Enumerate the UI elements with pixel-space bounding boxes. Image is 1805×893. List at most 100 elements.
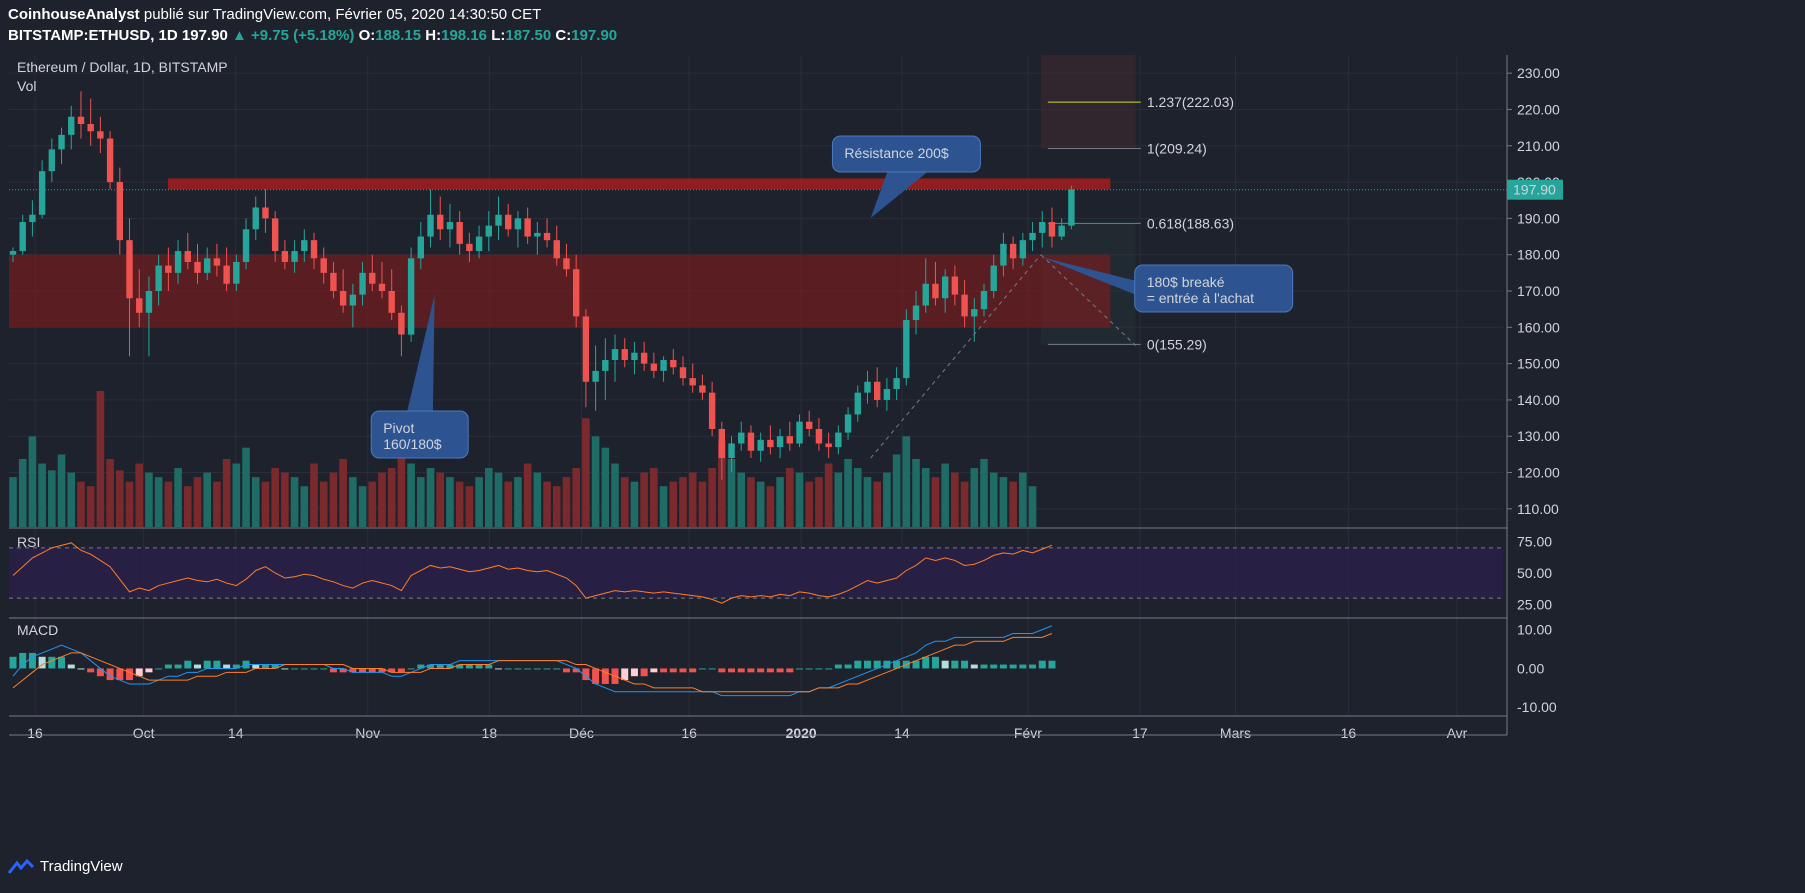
author-name[interactable]: CoinhouseAnalyst <box>8 6 140 23</box>
macd-histogram-bar <box>970 664 978 669</box>
macd-histogram-bar <box>786 668 794 673</box>
volume-bar <box>329 472 338 527</box>
volume-bar <box>533 472 542 527</box>
macd-histogram-bar <box>504 668 512 670</box>
volume-bar <box>873 481 881 527</box>
candle-body <box>106 138 114 183</box>
time-tick-label: 16 <box>681 725 697 741</box>
candle-body <box>825 443 832 448</box>
volume-bar <box>756 481 765 527</box>
macd-histogram-bar <box>524 668 532 670</box>
time-tick-label: 17 <box>1132 725 1148 741</box>
candle-body <box>854 392 861 415</box>
volume-bar <box>300 486 309 527</box>
candle-body <box>417 236 425 259</box>
candle-body <box>77 116 85 124</box>
trend-dashed-line <box>1040 254 1136 346</box>
candle-body <box>301 240 308 252</box>
candle-body <box>204 258 211 273</box>
pivot-callout-pointer <box>406 295 435 413</box>
open-value: 188.15 <box>375 27 422 44</box>
macd-histogram-bar <box>213 660 221 669</box>
price-tick-label: 120.00 <box>1517 465 1560 481</box>
volume-bar <box>281 472 289 527</box>
volume-bar <box>242 447 250 527</box>
candle-body <box>922 283 929 306</box>
macd-histogram-bar <box>174 664 182 669</box>
candle-body <box>961 294 968 317</box>
trading-chart[interactable]: 230.00220.00210.00200.00190.00180.00170.… <box>9 55 1797 847</box>
candle-body <box>485 225 492 237</box>
price-tick-label: 160.00 <box>1517 319 1560 335</box>
resistance-callout-box <box>831 135 981 173</box>
volume-bar <box>38 463 46 527</box>
macd-histogram-bar <box>368 668 376 673</box>
macd-histogram-bar <box>737 668 745 673</box>
candle-body <box>456 222 463 244</box>
macd-histogram-bar <box>533 668 541 670</box>
volume-bar <box>494 472 503 527</box>
candle-body <box>1019 240 1027 259</box>
macd-histogram-bar <box>388 668 396 673</box>
macd-histogram-bar <box>232 664 240 669</box>
time-tick-label: Oct <box>133 725 155 741</box>
candle-body <box>281 251 289 262</box>
volume-bar <box>465 486 474 527</box>
volume-bar <box>310 463 318 527</box>
candle-body <box>582 316 590 382</box>
volume-bar <box>125 481 134 527</box>
volume-bar <box>504 481 513 527</box>
time-tick-label: 16 <box>1341 725 1357 741</box>
macd-histogram-bar <box>1009 664 1017 669</box>
macd-histogram-bar <box>300 668 308 670</box>
macd-histogram-bar <box>329 668 337 673</box>
volume-bar <box>339 459 347 527</box>
candle-body <box>1058 225 1065 237</box>
macd-histogram-bar <box>261 664 269 669</box>
low-label: L: <box>491 27 506 44</box>
candle-body <box>747 432 755 451</box>
candle-body <box>951 276 959 295</box>
candle-body <box>631 352 638 360</box>
time-tick-label: Févr <box>1014 725 1042 741</box>
macd-histogram-bar <box>320 668 328 670</box>
volume-bar <box>688 472 697 527</box>
macd-histogram-bar <box>1029 664 1037 669</box>
volume-bar <box>805 481 814 527</box>
candle-body <box>427 214 434 237</box>
volume-bar <box>795 472 804 527</box>
volume-bar <box>28 436 37 527</box>
open-label: O: <box>358 27 376 44</box>
macd-histogram-bar <box>155 668 163 670</box>
macd-histogram-bar <box>446 664 454 669</box>
candle-body <box>116 182 124 241</box>
candle-body <box>873 381 881 400</box>
volume-bar <box>135 463 144 527</box>
candle-body <box>339 291 347 306</box>
macd-histogram-bar <box>48 656 56 669</box>
candle-body <box>806 421 813 429</box>
volume-bar <box>116 470 124 527</box>
time-tick-label: Nov <box>355 725 380 741</box>
candle-body <box>864 381 871 393</box>
brand-name[interactable]: TradingView <box>40 858 123 875</box>
volume-bar <box>77 481 85 527</box>
candle-body <box>660 359 667 371</box>
macd-histogram-bar <box>766 668 774 673</box>
volume-bar <box>620 477 629 527</box>
volume-bar <box>853 468 862 527</box>
volume-bar <box>815 477 823 527</box>
volume-bar <box>455 481 464 527</box>
macd-histogram-bar <box>116 668 124 681</box>
volume-bar <box>67 472 76 527</box>
volume-bar <box>572 468 580 527</box>
candle-body <box>505 214 512 230</box>
candle-body <box>679 367 687 379</box>
macd-histogram-bar <box>1019 664 1027 669</box>
volume-bar <box>766 486 775 527</box>
candle-body <box>38 171 46 215</box>
rsi-band <box>9 547 1503 599</box>
time-tick-label: Déc <box>569 725 594 741</box>
candle-body <box>572 269 580 317</box>
volume-bar <box>931 477 940 527</box>
